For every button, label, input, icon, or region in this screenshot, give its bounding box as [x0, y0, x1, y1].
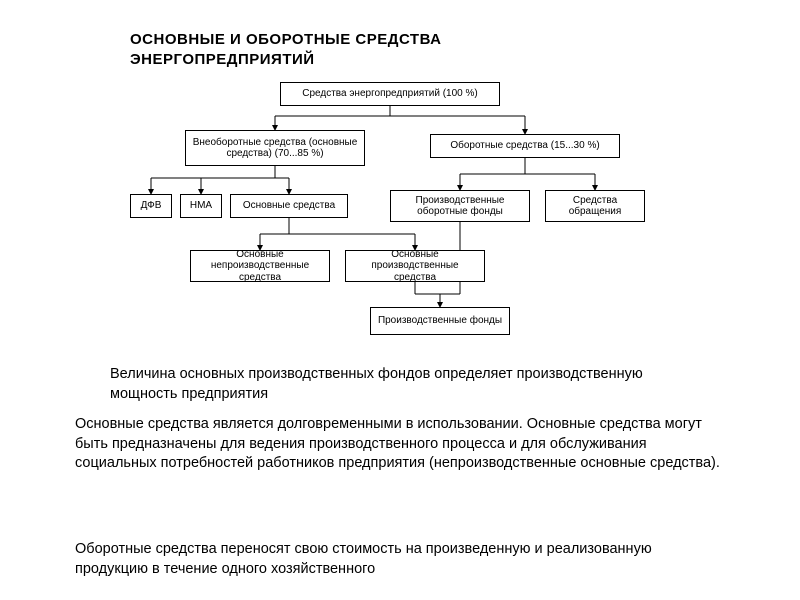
- node-obor: Оборотные средства (15...30 %): [430, 134, 620, 158]
- node-sobr: Средства обращения: [545, 190, 645, 222]
- node-onps: Основные непроизводственные средства: [190, 250, 330, 282]
- node-nma: НМА: [180, 194, 222, 218]
- diagram-area: Средства энергопредприятий (100 %) Внеоб…: [130, 82, 680, 352]
- node-osn: Основные средства: [230, 194, 348, 218]
- page-title: ОСНОВНЫЕ И ОБОРОТНЫЕ СРЕДСТВА ЭНЕРГОПРЕД…: [130, 30, 570, 69]
- node-prof: Производственные оборотные фонды: [390, 190, 530, 222]
- node-ops: Основные производственные средства: [345, 250, 485, 282]
- paragraph-2: Оборотные средства переносят свою стоимо…: [75, 540, 725, 579]
- node-root: Средства энергопредприятий (100 %): [280, 82, 500, 106]
- node-vneob: Внеоборотные средства (основные средства…: [185, 130, 365, 166]
- node-dfv: ДФВ: [130, 194, 172, 218]
- node-pf: Производственные фонды: [370, 307, 510, 335]
- caption-text: Величина основных производственных фондо…: [110, 365, 710, 404]
- paragraph-1: Основные средства является долговременны…: [75, 415, 725, 474]
